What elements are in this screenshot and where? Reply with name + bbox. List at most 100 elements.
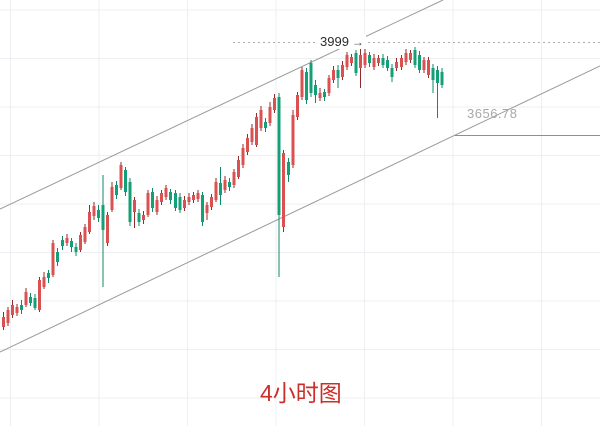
candle bbox=[341, 60, 344, 81]
candle bbox=[354, 50, 358, 76]
candle bbox=[422, 57, 426, 73]
candle bbox=[300, 66, 304, 100]
candle bbox=[56, 247, 60, 266]
candle bbox=[282, 149, 286, 233]
trend-channel-lines bbox=[0, 0, 600, 353]
candle bbox=[87, 205, 91, 235]
candle bbox=[164, 184, 168, 200]
candle bbox=[318, 87, 322, 102]
candle bbox=[264, 118, 268, 132]
candle bbox=[359, 41, 363, 88]
candle bbox=[151, 188, 155, 212]
candle bbox=[124, 167, 128, 197]
candle bbox=[101, 175, 105, 287]
candle bbox=[286, 158, 290, 182]
candle bbox=[232, 169, 236, 189]
candle bbox=[395, 57, 399, 72]
trend-channel-upper-line bbox=[0, 0, 444, 210]
candle bbox=[182, 196, 186, 212]
candle bbox=[218, 167, 222, 206]
candle bbox=[228, 178, 231, 192]
candle bbox=[119, 161, 123, 191]
candle bbox=[191, 191, 195, 203]
candle bbox=[255, 113, 259, 147]
timeframe-title: 4小时图 bbox=[260, 380, 342, 406]
candle bbox=[250, 124, 254, 146]
candle bbox=[372, 54, 376, 70]
candle bbox=[336, 65, 340, 88]
candle bbox=[390, 63, 394, 82]
candle bbox=[277, 92, 281, 278]
candle bbox=[15, 303, 19, 317]
candle bbox=[291, 110, 295, 168]
candle bbox=[350, 54, 354, 66]
candle bbox=[65, 234, 69, 247]
candle bbox=[246, 134, 250, 156]
candle bbox=[29, 292, 33, 307]
candle bbox=[435, 65, 439, 119]
candle bbox=[223, 175, 227, 194]
candle bbox=[133, 196, 137, 228]
candle bbox=[273, 94, 277, 114]
candle bbox=[38, 277, 42, 313]
candle bbox=[2, 312, 5, 331]
candle bbox=[386, 56, 390, 72]
candle bbox=[42, 271, 46, 290]
candle bbox=[33, 294, 37, 310]
candle bbox=[51, 240, 55, 278]
candle bbox=[60, 235, 64, 251]
candle bbox=[404, 48, 408, 66]
candle bbox=[115, 181, 118, 200]
candle bbox=[78, 232, 82, 253]
candle bbox=[11, 300, 15, 319]
candle bbox=[313, 80, 317, 104]
candle bbox=[209, 193, 213, 210]
candle bbox=[155, 196, 159, 215]
candle bbox=[309, 59, 313, 97]
candle bbox=[377, 54, 381, 66]
candle bbox=[128, 178, 132, 227]
candle bbox=[196, 190, 200, 203]
candle bbox=[431, 63, 435, 93]
candlestick-series[interactable] bbox=[2, 41, 444, 331]
candle bbox=[426, 57, 430, 78]
candle bbox=[322, 89, 326, 102]
candle bbox=[173, 190, 177, 212]
candle bbox=[110, 181, 114, 212]
candle bbox=[83, 223, 87, 245]
candle bbox=[205, 202, 209, 221]
candle bbox=[417, 51, 421, 73]
candle bbox=[24, 288, 28, 307]
candle bbox=[74, 243, 78, 257]
candle bbox=[146, 190, 150, 218]
trend-channel-lower-line bbox=[0, 65, 600, 353]
candle bbox=[187, 193, 191, 206]
candle bbox=[408, 50, 412, 63]
candle bbox=[47, 270, 51, 284]
candle bbox=[368, 51, 372, 67]
resistance-price-label: 3999 bbox=[320, 34, 349, 49]
candle bbox=[331, 65, 335, 84]
candle bbox=[169, 188, 173, 204]
candle bbox=[20, 300, 24, 314]
candle bbox=[69, 238, 73, 253]
candle bbox=[327, 74, 331, 96]
candle bbox=[96, 205, 100, 222]
candle bbox=[295, 92, 299, 120]
candle bbox=[6, 306, 10, 326]
candle bbox=[440, 68, 444, 88]
candle bbox=[268, 101, 272, 126]
candle bbox=[413, 47, 417, 69]
candle bbox=[259, 106, 263, 132]
candle bbox=[345, 51, 349, 70]
candle bbox=[399, 54, 403, 70]
current-price-label: 3656.78 bbox=[467, 106, 518, 121]
candle bbox=[92, 202, 96, 221]
candle bbox=[381, 54, 385, 69]
candle bbox=[200, 191, 204, 227]
resistance-annotation: 3999 → bbox=[318, 34, 366, 49]
candle bbox=[237, 155, 241, 180]
